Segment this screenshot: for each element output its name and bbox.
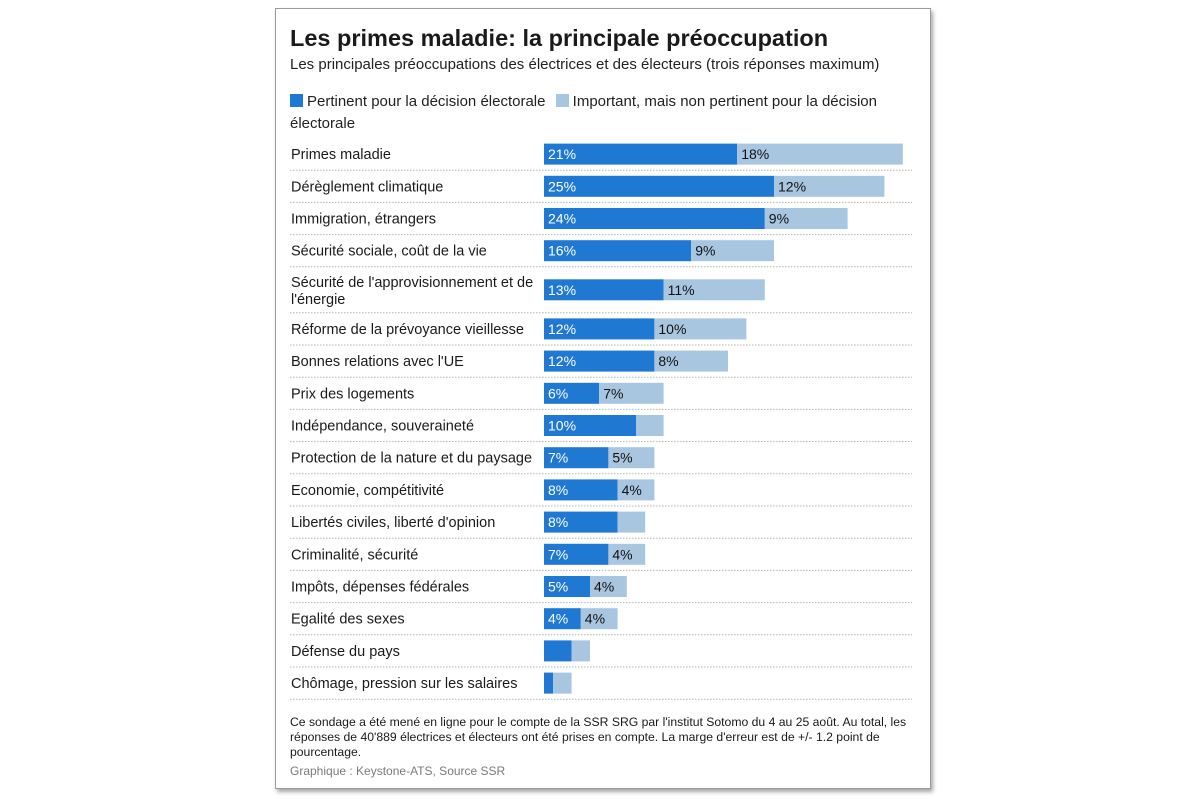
category-label: Sécurité sociale, coût de la vie — [291, 244, 487, 260]
bar-important — [590, 576, 627, 597]
value-label-pertinent: 13% — [548, 282, 576, 298]
bar-pertinent — [544, 143, 738, 165]
category-label: Primes maladie — [291, 147, 391, 163]
chart-title: Les primes maladie: la principale préocc… — [290, 25, 829, 51]
bar-important — [654, 318, 747, 340]
value-label-pertinent: 10% — [548, 418, 576, 434]
legend-swatch-important — [555, 94, 569, 107]
bar-important — [608, 447, 655, 469]
source-credit: Graphique : Keystone-ATS, Source SSR — [290, 764, 506, 778]
value-label-pertinent: 16% — [548, 243, 576, 259]
category-label-line: Sécurité de l'approvisionnement et de — [291, 275, 533, 291]
value-label-important: 12% — [778, 178, 806, 194]
bar-pertinent — [544, 576, 590, 597]
value-label-pertinent: 12% — [548, 353, 576, 369]
category-label: Economie, compétitivité — [291, 483, 444, 499]
bar-important — [636, 415, 664, 436]
bar-pertinent — [544, 415, 636, 436]
value-label-important: 4% — [594, 579, 614, 595]
legend-label-pertinent: Pertinent pour la décision électorale — [307, 93, 546, 110]
bar-pertinent — [544, 640, 572, 662]
value-label-important: 8% — [658, 353, 678, 369]
value-label-pertinent: 8% — [548, 482, 568, 498]
bar-important — [691, 240, 774, 262]
value-label-pertinent: 7% — [548, 450, 568, 466]
value-label-pertinent: 24% — [548, 211, 576, 227]
chart-subtitle: Les principales préoccupations des élect… — [290, 56, 880, 73]
bar-important — [571, 640, 590, 662]
bar-important — [617, 479, 655, 501]
bar-pertinent — [544, 479, 618, 501]
category-label: Réforme de la prévoyance vieillesse — [291, 322, 524, 338]
bar-pertinent — [544, 208, 765, 229]
category-label: Impôts, dépenses fédérales — [291, 580, 469, 596]
bar-pertinent — [544, 175, 774, 197]
bar-pertinent — [544, 240, 692, 262]
bar-pertinent — [544, 608, 581, 630]
value-label-pertinent: 4% — [548, 611, 568, 627]
bar-important — [608, 543, 646, 565]
value-label-important: 4% — [585, 611, 605, 627]
legend-label-important: Important, mais non pertinent pour la dé… — [290, 93, 877, 132]
category-label: Libertés civiles, liberté d'opinion — [291, 515, 495, 531]
legend-swatch-pertinent — [290, 94, 303, 107]
value-label-important: 7% — [603, 385, 623, 401]
value-label-important: 5% — [612, 450, 632, 466]
value-label-pertinent: 5% — [548, 579, 568, 595]
value-label-important: 4% — [612, 546, 632, 562]
bar-important — [553, 672, 572, 694]
legend-item-important: Important, mais non pertinent pour la dé… — [290, 93, 877, 132]
value-label-important: 9% — [695, 243, 715, 259]
value-label-important: 4% — [622, 482, 642, 498]
legend: Pertinent pour la décision électorale Im… — [290, 91, 910, 135]
value-label-pertinent: 12% — [548, 321, 576, 337]
bar-important — [599, 382, 664, 404]
category-label: Défense du pays — [291, 644, 400, 660]
value-label-pertinent: 21% — [548, 146, 576, 162]
category-label-line: l'énergie — [291, 292, 345, 308]
bar-pertinent — [544, 382, 600, 404]
value-label-pertinent: 8% — [548, 514, 568, 530]
value-label-pertinent: 25% — [548, 178, 576, 194]
category-label: Criminalité, sécurité — [291, 547, 418, 563]
bar-important — [580, 608, 618, 630]
bar-pertinent — [544, 672, 554, 694]
bar-chart: Primes maladie 21% 18% Dérèglement climatiq… — [290, 143, 912, 700]
bar-pertinent — [544, 543, 609, 565]
legend-item-pertinent: Pertinent pour la décision électorale — [290, 93, 545, 110]
category-label: Sécurité de l'approvisionnement et de l'é… — [291, 275, 533, 308]
category-label: Dérèglement climatique — [291, 179, 443, 195]
bar-important — [737, 143, 903, 165]
category-label: Protection de la nature et du paysage — [291, 451, 532, 467]
chart-card: Les primes maladie: la principale préocc… — [275, 8, 931, 789]
category-label: Egalité des sexes — [291, 612, 405, 628]
bar-pertinent — [544, 279, 664, 301]
bar-important — [617, 511, 646, 533]
category-label: Indépendance, souveraineté — [291, 419, 474, 435]
bar-pertinent — [544, 318, 655, 340]
bar-important — [654, 350, 728, 372]
category-label: Prix des logements — [291, 386, 414, 402]
value-label-pertinent: 6% — [548, 385, 568, 401]
bar-pertinent — [544, 511, 618, 533]
category-label: Immigration, étrangers — [291, 212, 436, 228]
bar-important — [774, 175, 885, 197]
value-label-important: 11% — [668, 282, 695, 298]
value-label-pertinent: 7% — [548, 546, 568, 562]
category-label: Chômage, pression sur les salaires — [291, 676, 517, 692]
category-label: Bonnes relations avec l'UE — [291, 354, 464, 370]
bar-pertinent — [544, 350, 655, 372]
value-label-important: 10% — [658, 321, 686, 337]
bar-important — [764, 208, 848, 229]
value-label-important: 9% — [769, 211, 789, 227]
bar-pertinent — [544, 447, 609, 469]
value-label-important: 18% — [741, 146, 769, 162]
bar-important — [663, 279, 765, 301]
footnote: Ce sondage a été mené en ligne pour le c… — [290, 715, 907, 759]
